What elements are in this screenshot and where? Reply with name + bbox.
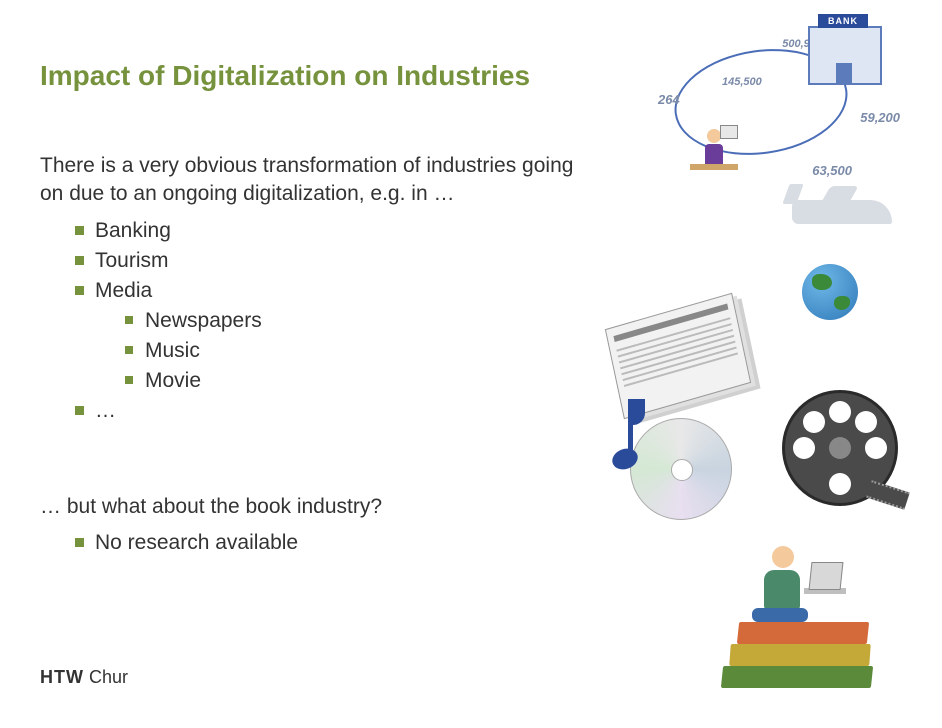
- intro-paragraph: There is a very obvious transformation o…: [40, 152, 600, 209]
- film-strip-icon: [866, 480, 910, 509]
- film-illustration: [772, 380, 902, 510]
- list-item-label: Music: [145, 339, 200, 362]
- list-item-label: Movie: [145, 369, 201, 392]
- bank-building-icon: BANK: [808, 26, 882, 85]
- list-item: Newspapers: [95, 309, 600, 333]
- footer-rest: Chur: [84, 667, 128, 687]
- book-icon: [721, 666, 873, 688]
- music-note-icon: [592, 395, 647, 475]
- airplane-icon: [792, 200, 892, 224]
- list-item: Movie: [95, 369, 600, 393]
- book-icon: [737, 622, 869, 644]
- list-item-label: No research available: [95, 531, 298, 554]
- list-item-label: Tourism: [95, 249, 169, 272]
- books-illustration: [712, 508, 892, 688]
- footer-branding: HTW Chur: [40, 667, 128, 688]
- list-item: No research available: [40, 531, 600, 555]
- bullet-icon: [125, 376, 133, 384]
- list-item: Media Newspapers Music Movie: [40, 279, 600, 393]
- globe-icon: [802, 264, 858, 320]
- list-item-label: …: [95, 399, 116, 422]
- monitor-icon: [720, 125, 738, 139]
- person-sitting-icon: [752, 546, 808, 622]
- intro2-paragraph: … but what about the book industry?: [40, 493, 600, 521]
- bank-illustration: 264 59,200 63,500 500,900 145,500 BANK: [662, 20, 902, 180]
- bank-sign: BANK: [818, 14, 868, 28]
- list-item-label: Media: [95, 279, 152, 302]
- bullet-icon: [75, 406, 84, 415]
- book-icon: [729, 644, 871, 666]
- slide-title: Impact of Digitalization on Industries: [40, 60, 600, 92]
- tourism-illustration: [762, 200, 912, 320]
- list-item: …: [40, 399, 600, 423]
- book-industry-list: No research available: [40, 531, 600, 555]
- music-illustration: [592, 390, 732, 520]
- bullet-icon: [125, 346, 133, 354]
- list-item-label: Banking: [95, 219, 171, 242]
- person-at-desk-icon: [690, 129, 738, 170]
- bank-number: 59,200: [860, 110, 900, 125]
- laptop-icon: [804, 588, 846, 594]
- bullet-icon: [75, 256, 84, 265]
- footer-bold: HTW: [40, 667, 84, 687]
- industry-list: Banking Tourism Media Newspapers Music M…: [40, 219, 600, 423]
- bank-number: 63,500: [812, 163, 852, 178]
- list-item: Banking: [40, 219, 600, 243]
- media-sublist: Newspapers Music Movie: [95, 309, 600, 393]
- bank-number: 264: [658, 92, 680, 107]
- bank-number: 145,500: [722, 76, 762, 88]
- bank-door-icon: [836, 63, 852, 83]
- bullet-icon: [75, 286, 84, 295]
- bullet-icon: [75, 226, 84, 235]
- list-item: Music: [95, 339, 600, 363]
- bullet-icon: [75, 538, 84, 547]
- bullet-icon: [125, 316, 133, 324]
- list-item: Tourism: [40, 249, 600, 273]
- list-item-label: Newspapers: [145, 309, 262, 332]
